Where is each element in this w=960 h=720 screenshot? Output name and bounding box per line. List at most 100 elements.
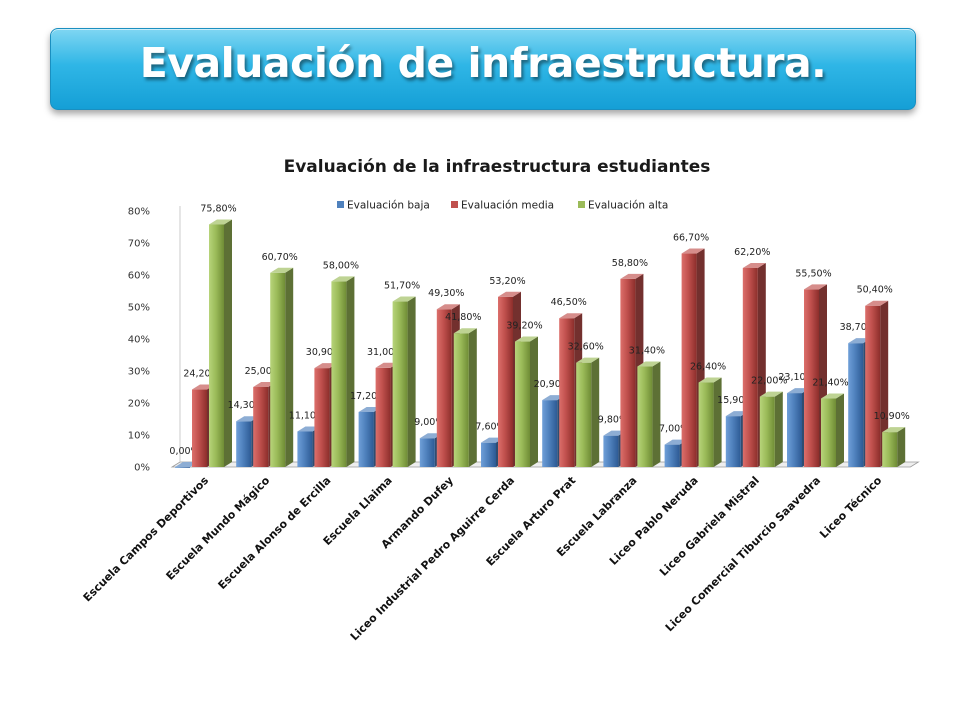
data-label: 20,90% <box>534 379 570 390</box>
bar-top <box>270 267 294 273</box>
data-label: 14,30% <box>228 400 264 411</box>
y-tick-label: 70% <box>128 239 150 250</box>
bar-front <box>681 253 697 467</box>
bar-front <box>498 296 513 467</box>
legend-label: Evaluación baja <box>347 200 430 212</box>
bar-side <box>591 357 600 467</box>
bar-top <box>698 377 722 383</box>
bar-front <box>576 362 592 467</box>
bar-front <box>375 367 391 467</box>
bar-front <box>787 393 802 467</box>
bar-front <box>742 267 758 467</box>
bar <box>821 393 844 467</box>
category-label: Escuela Alonso de Ercilla <box>216 474 334 592</box>
bar-front <box>481 442 496 467</box>
bar-front <box>331 281 347 467</box>
bar-side <box>713 377 722 467</box>
data-label: 53,20% <box>489 276 525 287</box>
data-label: 23,10% <box>778 372 814 383</box>
bar <box>865 300 889 467</box>
bar-front <box>848 343 864 467</box>
legend: Evaluación baja Evaluación media Evaluació… <box>337 200 668 212</box>
legend-swatch <box>578 201 585 208</box>
bar-top <box>436 304 460 310</box>
bar-top <box>637 361 661 367</box>
y-tick-label: 50% <box>128 303 150 314</box>
bar-top <box>392 296 416 302</box>
bar-front <box>865 305 881 467</box>
bar-front <box>759 396 775 467</box>
bar-side <box>652 361 661 467</box>
data-label: 38,70% <box>840 322 876 333</box>
bar-side <box>530 336 538 467</box>
data-label: 24,20% <box>183 369 219 380</box>
legend-label: Evaluación alta <box>588 200 668 212</box>
bar <box>576 357 600 467</box>
y-tick-label: 0% <box>134 463 150 474</box>
data-label: 41,80% <box>445 312 481 323</box>
bar-top <box>498 291 521 297</box>
bar-front <box>637 366 653 467</box>
legend-swatch <box>451 201 458 208</box>
bar-front <box>236 421 252 467</box>
data-label: 51,70% <box>384 281 420 292</box>
bar <box>759 391 783 467</box>
bar-top <box>331 276 355 282</box>
data-label: 0,00% <box>169 446 199 457</box>
data-label: 49,30% <box>428 288 464 299</box>
category-label: Liceo Técnico <box>817 474 884 541</box>
bar <box>698 377 722 467</box>
bar-top <box>804 284 827 290</box>
bar-front <box>270 272 286 467</box>
y-tick-label: 60% <box>128 271 150 282</box>
bar-front <box>453 333 469 467</box>
bar-front <box>209 224 224 467</box>
category-label: Liceo Gabriela Mistral <box>657 474 762 579</box>
bar-top <box>882 427 906 433</box>
data-label: 46,50% <box>551 297 587 308</box>
data-label: 22,00% <box>751 376 787 387</box>
bar-top <box>865 300 889 306</box>
data-label: 15,90% <box>717 395 753 406</box>
data-label: 7,00% <box>659 424 689 435</box>
bar-front <box>175 467 190 468</box>
bar-front <box>620 278 636 467</box>
bar-front <box>542 400 558 467</box>
y-tick-label: 40% <box>128 335 150 346</box>
data-label: 30,90% <box>306 347 342 358</box>
data-label: 17,20% <box>350 391 386 402</box>
bar-top <box>209 219 232 225</box>
bar-front <box>725 416 741 467</box>
bar <box>637 361 661 467</box>
data-label: 10,90% <box>874 411 910 422</box>
bar-side <box>224 219 232 467</box>
data-label: 60,70% <box>262 252 298 263</box>
slide-title: Evaluación de infraestructura. <box>139 39 827 87</box>
bar <box>392 296 416 467</box>
y-tick-label: 10% <box>128 431 150 442</box>
data-label: 26,40% <box>690 362 726 373</box>
bar-top <box>759 391 783 397</box>
bar-front <box>314 368 330 467</box>
bar <box>515 336 538 467</box>
category-label: Escuela Campos Deportivos <box>81 474 212 605</box>
bar-top <box>515 336 538 342</box>
bar-side <box>880 300 889 467</box>
bar-front <box>804 289 819 467</box>
chart-title: Evaluación de la infraestructura estudia… <box>284 157 711 177</box>
legend-swatch <box>337 201 344 208</box>
bar-side <box>407 296 416 467</box>
data-label: 39,20% <box>506 321 542 332</box>
data-label: 25,00% <box>245 366 281 377</box>
bar-front <box>559 318 575 467</box>
bar-front <box>297 431 313 467</box>
bar-top <box>821 393 844 399</box>
data-label: 9,80% <box>598 415 628 426</box>
y-tick-label: 30% <box>128 367 150 378</box>
bar-top <box>453 328 477 334</box>
y-tick-label: 20% <box>128 399 150 410</box>
data-label: 31,00% <box>367 347 403 358</box>
data-label: 58,00% <box>323 260 359 271</box>
category-label: Escuela Mundo Mágico <box>164 474 273 583</box>
